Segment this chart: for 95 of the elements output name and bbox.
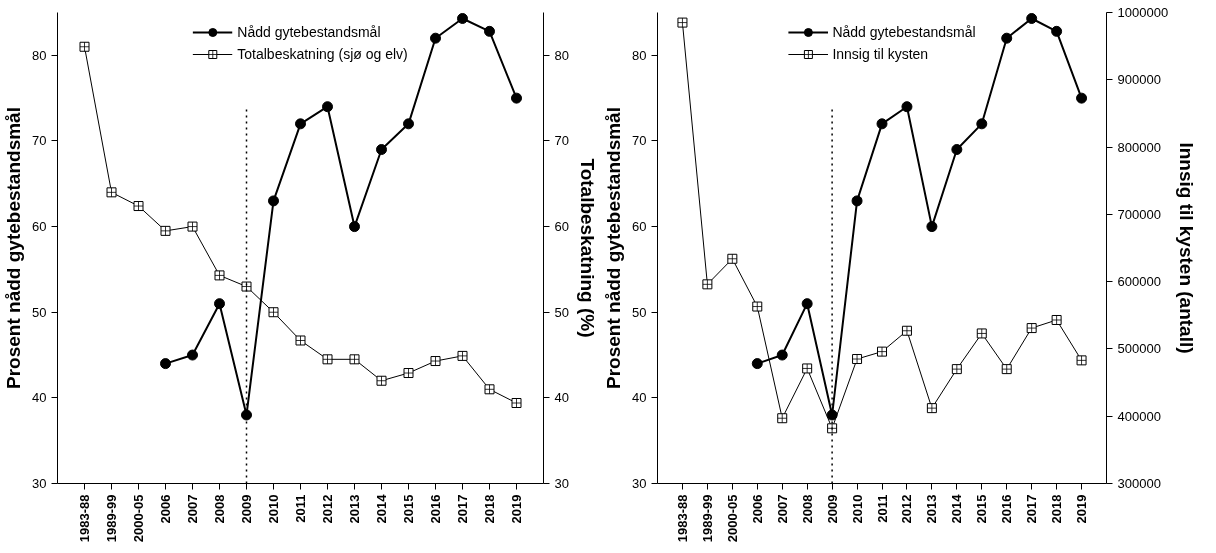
point: [751, 358, 763, 370]
y-tick-label: 50: [632, 304, 647, 320]
point: [901, 101, 913, 113]
point: [376, 144, 387, 156]
y-tick-label: 30: [632, 476, 647, 491]
x-tick-label: 2015: [401, 494, 416, 524]
y-tick-label: 30: [32, 476, 47, 491]
point: [1001, 32, 1013, 44]
x-tick-label: 2015: [974, 494, 990, 524]
point: [268, 195, 279, 207]
x-tick-label: 2016: [428, 494, 443, 524]
y2-tick-label: 40: [554, 390, 569, 406]
point: [322, 101, 333, 113]
y-tick-label: 70: [32, 133, 47, 149]
x-tick-label: 2010: [266, 494, 281, 524]
x-tick-label: 1989-99: [699, 494, 715, 543]
y2-tick-label: 300000: [1117, 476, 1161, 491]
x-tick-label: 2014: [374, 493, 389, 524]
point: [430, 32, 441, 44]
x-tick-label: 1983-88: [77, 494, 92, 543]
x-tick-label: 2017: [455, 494, 470, 524]
x-tick-label: 2019: [509, 494, 524, 524]
y2-tick-label: 900000: [1117, 72, 1161, 88]
point: [349, 221, 360, 233]
point: [1076, 92, 1088, 104]
x-tick-label: 2013: [924, 494, 940, 524]
x-tick-label: 2019: [1074, 494, 1090, 524]
x-tick-label: 2008: [212, 494, 227, 524]
x-tick-label: 2012: [899, 494, 915, 524]
x-tick-label: 2018: [482, 494, 497, 524]
point: [295, 118, 306, 130]
y2-tick-label: 60: [554, 219, 569, 235]
y2-axis-title: Innsig til kysten (antall): [1176, 142, 1198, 354]
point: [1026, 13, 1038, 24]
y-tick-label: 80: [32, 47, 47, 63]
point: [187, 349, 198, 361]
x-tick-label: 2006: [158, 494, 173, 524]
point: [801, 298, 813, 310]
x-tick-label: 2006: [749, 494, 765, 524]
y-tick-label: 80: [632, 47, 647, 63]
y-tick-label: 50: [32, 304, 47, 320]
x-tick-label: 2012: [320, 494, 335, 524]
y2-axis-title: Totalbeskatning (%): [576, 158, 598, 338]
x-tick-label: 2009: [824, 494, 840, 524]
x-tick-label: 2007: [774, 494, 790, 524]
point: [951, 144, 963, 156]
x-tick-label: 2014: [949, 493, 965, 524]
x-tick-label: 2011: [293, 494, 308, 523]
y2-tick-label: 80: [554, 47, 569, 63]
y-tick-label: 60: [632, 219, 647, 235]
y2-tick-label: 30: [554, 476, 569, 491]
x-tick-label: 2016: [999, 494, 1015, 524]
x-tick-label: 1989-99: [104, 494, 119, 543]
x-tick-label: 1983-88: [674, 494, 690, 543]
x-tick-label: 2009: [239, 494, 254, 524]
point: [851, 195, 863, 207]
y-axis-title: Prosent nådd gytebestandsmål: [603, 107, 625, 389]
x-tick-label: 2000-05: [724, 494, 740, 543]
y-axis-title: Prosent nådd gytebestandsmål: [3, 107, 25, 389]
x-tick-label: 2008: [799, 494, 815, 524]
x-tick-label: 2017: [1024, 494, 1040, 524]
y2-tick-label: 50: [554, 304, 569, 320]
point: [511, 92, 522, 104]
y2-tick-label: 800000: [1117, 139, 1161, 155]
legend-label: Nådd gytebestandsmål: [237, 24, 381, 40]
legend-label: Nådd gytebestandsmål: [832, 24, 976, 40]
y2-tick-label: 70: [554, 133, 569, 149]
legend-label: Totalbeskatning (sjø og elv): [237, 46, 408, 62]
x-tick-label: 2011: [874, 494, 890, 523]
x-tick-label: 2013: [347, 494, 362, 524]
y-tick-label: 40: [632, 390, 647, 406]
x-tick-label: 2000-05: [131, 494, 146, 543]
point: [214, 298, 225, 310]
y-tick-label: 70: [632, 133, 647, 149]
point: [484, 25, 495, 37]
y2-tick-label: 700000: [1117, 206, 1161, 222]
point: [1051, 25, 1063, 37]
point: [776, 349, 788, 361]
y-tick-label: 60: [32, 219, 47, 235]
y-tick-label: 40: [32, 390, 47, 406]
x-tick-label: 2007: [185, 494, 200, 524]
point: [160, 358, 171, 370]
point: [241, 409, 252, 421]
point: [976, 118, 988, 130]
legend-label: Innsig til kysten: [832, 46, 929, 62]
x-tick-label: 2010: [849, 494, 865, 524]
y2-tick-label: 600000: [1117, 274, 1161, 290]
point: [926, 221, 938, 233]
point: [457, 13, 468, 24]
point: [876, 118, 888, 130]
y2-tick-label: 1000000: [1117, 5, 1169, 20]
x-tick-label: 2018: [1049, 494, 1065, 524]
point: [403, 118, 414, 130]
y2-tick-label: 400000: [1117, 408, 1161, 424]
y2-tick-label: 500000: [1117, 341, 1161, 357]
